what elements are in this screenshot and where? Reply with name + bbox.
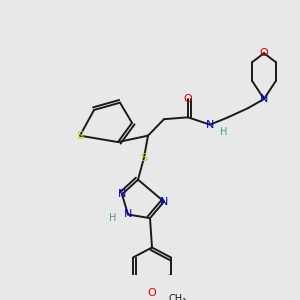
- Text: N: N: [124, 209, 132, 220]
- Text: H: H: [109, 213, 117, 223]
- Text: O: O: [148, 288, 156, 298]
- Text: O: O: [260, 48, 268, 58]
- Text: S: S: [76, 131, 84, 141]
- Text: N: N: [118, 189, 126, 199]
- Text: H: H: [220, 127, 228, 137]
- Text: S: S: [140, 153, 148, 163]
- Text: N: N: [160, 197, 168, 207]
- Text: CH₃: CH₃: [169, 294, 187, 300]
- Text: O: O: [184, 94, 192, 104]
- Text: N: N: [206, 120, 214, 130]
- Text: N: N: [260, 94, 268, 104]
